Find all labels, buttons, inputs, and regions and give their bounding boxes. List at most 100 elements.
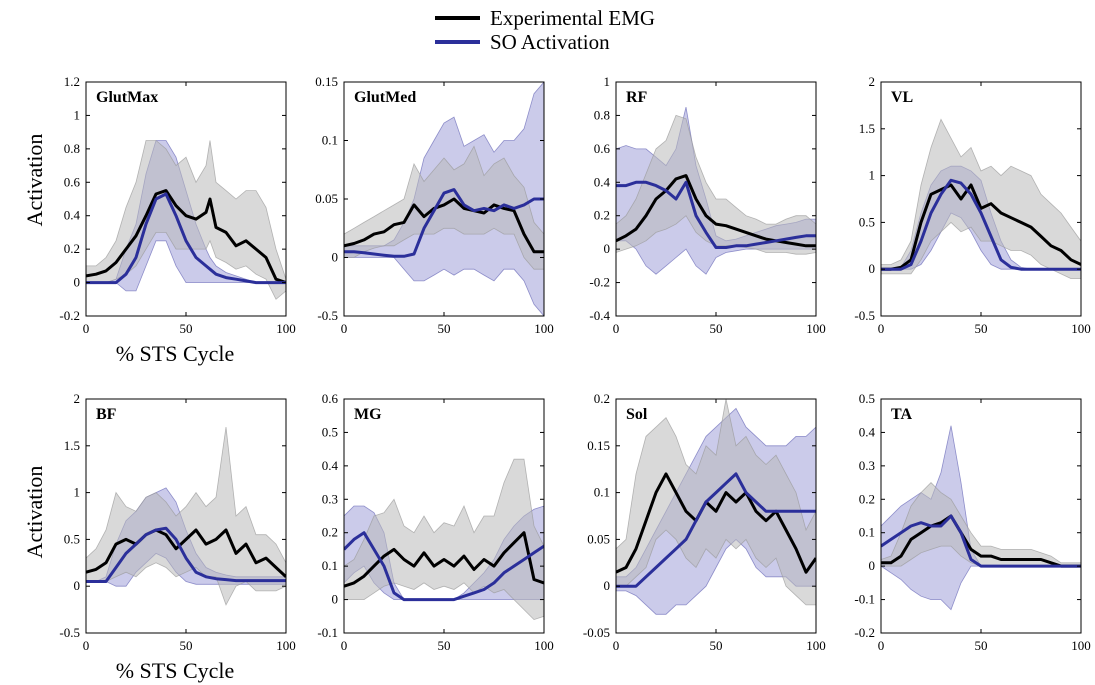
legend-label-so: SO Activation (490, 30, 610, 54)
y-tick-label: 0.1 (859, 525, 875, 540)
x-tick-label: 50 (438, 638, 451, 653)
x-tick-label: 100 (806, 638, 826, 653)
y-tick-label: 0.2 (322, 525, 338, 540)
y-tick-label: -0.2 (854, 625, 875, 640)
x-tick-label: 50 (438, 321, 451, 336)
y-tick-label: 0.4 (322, 458, 339, 473)
so-line-ta (881, 514, 1081, 568)
x-tick-label: 0 (341, 638, 348, 653)
x-tick-label: 100 (806, 321, 826, 336)
xlabel-row2: % STS Cycle (116, 658, 235, 683)
x-tick-label: 50 (975, 638, 988, 653)
panel-title: GlutMed (354, 89, 416, 106)
x-tick-label: 100 (534, 638, 554, 653)
x-tick-label: 0 (878, 638, 885, 653)
emg-band-ta (881, 482, 1081, 567)
y-tick-label: 1 (74, 485, 81, 500)
x-tick-label: 0 (341, 321, 348, 336)
y-tick-label: -0.2 (59, 308, 80, 323)
x-tick-label: 50 (180, 321, 193, 336)
emg-line-bf (86, 528, 286, 578)
y-tick-label: 0 (869, 261, 876, 276)
y-tick-label: 0.1 (594, 485, 610, 500)
y-tick-label: 1 (74, 107, 81, 122)
panel-title: GlutMax (96, 89, 158, 106)
so-line-glutmed (344, 188, 544, 258)
y-tick-label: 0 (332, 250, 339, 265)
y-tick-label: 1.5 (64, 438, 80, 453)
y-tick-label: 0.5 (64, 531, 80, 546)
panel-title: RF (626, 89, 648, 106)
ylabel-row2: Activation (22, 466, 47, 559)
y-tick-label: -0.2 (589, 275, 610, 290)
emg-line-mg (344, 531, 544, 588)
y-tick-label: 0.05 (315, 191, 338, 206)
y-tick-label: -0.1 (317, 625, 338, 640)
y-tick-label: 0 (604, 241, 611, 256)
y-tick-label: 0.2 (64, 241, 80, 256)
y-tick-label: 0 (74, 275, 81, 290)
x-tick-label: 0 (613, 321, 620, 336)
panel-title: Sol (626, 406, 648, 423)
y-tick-label: 0.3 (859, 458, 875, 473)
emg-band-glutmed (344, 145, 544, 270)
emg-line-ta (881, 514, 1081, 568)
x-tick-label: 100 (276, 638, 296, 653)
y-tick-label: 0.3 (322, 491, 338, 506)
y-tick-label: 2 (74, 391, 81, 406)
y-tick-label: -0.4 (589, 308, 610, 323)
y-tick-label: -0.5 (854, 308, 875, 323)
y-tick-label: 0.1 (322, 133, 338, 148)
emg-line-vl (881, 183, 1081, 271)
y-tick-label: 0.5 (322, 424, 338, 439)
legend-label-emg: Experimental EMG (490, 6, 655, 30)
y-tick-label: 0.4 (64, 208, 81, 223)
y-tick-label: 1.5 (859, 121, 875, 136)
emg-band-sol (616, 399, 816, 606)
y-tick-label: 0.8 (594, 107, 610, 122)
emg-band-mg (344, 458, 544, 621)
panel-title: TA (891, 406, 912, 423)
y-tick-label: 0.6 (322, 391, 339, 406)
y-tick-label: 0.15 (587, 438, 610, 453)
so-line-sol (616, 472, 816, 588)
x-tick-label: 50 (180, 638, 193, 653)
so-line-vl (881, 178, 1081, 271)
emg-line-glutmax (86, 189, 286, 285)
legend: Experimental EMG SO Activation (435, 6, 655, 54)
x-tick-label: 50 (710, 321, 723, 336)
y-tick-label: 0.15 (315, 74, 338, 89)
panel-title: MG (354, 406, 382, 423)
x-tick-label: 50 (975, 321, 988, 336)
so-line-mg (344, 531, 544, 602)
panel-ta: -0.2 -0.1 0 0.1 0.2 0.3 0.4 0.5 0 50 100 TA (854, 391, 1090, 653)
ylabel-row1: Activation (22, 134, 47, 227)
y-tick-label: 0.1 (322, 558, 338, 573)
y-tick-label: -0.1 (854, 592, 875, 607)
y-tick-label: 1 (604, 74, 611, 89)
panel-rf: -0.4 -0.2 0 0.2 0.4 0.6 0.8 1 0 50 100 RF (589, 74, 825, 336)
x-tick-label: 100 (534, 321, 554, 336)
y-tick-label: 0.2 (859, 491, 875, 506)
x-tick-label: 0 (613, 638, 620, 653)
y-tick-label: 0.5 (859, 391, 875, 406)
y-tick-label: 1.2 (64, 74, 80, 89)
emg-line-rf (616, 174, 816, 248)
so-line-glutmax (86, 192, 286, 285)
so-line-bf (86, 526, 286, 583)
y-tick-label: -0.5 (317, 308, 338, 323)
xlabel-row1: % STS Cycle (116, 341, 235, 366)
y-tick-label: 0.6 (594, 141, 611, 156)
y-tick-label: 0.2 (594, 391, 610, 406)
y-tick-label: 0 (869, 558, 876, 573)
x-tick-label: 100 (1071, 321, 1091, 336)
panel-title: VL (891, 89, 913, 106)
y-tick-label: 0.2 (594, 208, 610, 223)
x-tick-label: 0 (83, 321, 90, 336)
